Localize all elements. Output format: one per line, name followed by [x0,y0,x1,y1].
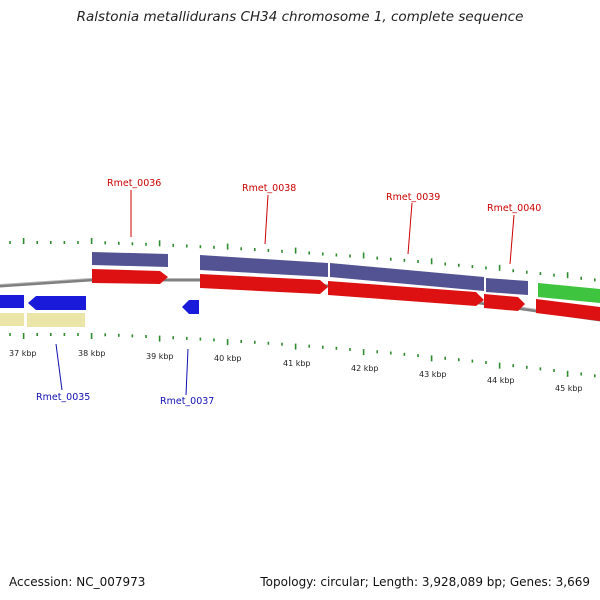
label-rmet-0037[interactable]: Rmet_0037 [160,396,214,407]
gene-forward-track [92,269,600,321]
label-rmet-0039[interactable]: Rmet_0039 [386,192,440,203]
gene-labels: Rmet_0036 Rmet_0038 Rmet_0039 Rmet_0040 … [36,178,541,407]
kbp-label: 39 kbp [146,352,174,361]
leader-line [264,194,269,245]
cds-forward-track [92,252,528,295]
kbp-label: 41 kbp [283,359,311,368]
leader-line [407,202,413,255]
accession-text: Accession: NC_007973 [9,575,146,589]
kbp-label: 38 kbp [78,349,106,358]
bottom-tick-track [9,333,596,378]
rna-gene-bar[interactable] [538,283,600,303]
gene-arrow-rmet-0039[interactable] [328,281,484,306]
cds-bar[interactable] [0,313,24,326]
kbp-label: 43 kbp [419,370,447,379]
gene-bar-offscreen[interactable] [536,299,600,321]
cds-reverse-track [0,313,85,327]
kbp-label: 42 kbp [351,364,379,373]
gene-arrow-rmet-0037[interactable] [182,300,199,314]
summary-text: Topology: circular; Length: 3,928,089 bp… [260,575,590,589]
gene-arrow-partial[interactable] [0,295,24,308]
gene-arrow-rmet-0040[interactable] [484,294,525,311]
label-rmet-0035[interactable]: Rmet_0035 [36,392,90,403]
leader-line [185,348,189,396]
cds-bar[interactable] [200,255,328,277]
leader-line [55,343,63,391]
label-rmet-0040[interactable]: Rmet_0040 [487,203,541,214]
cds-bar[interactable] [27,313,85,327]
top-tick-track [9,238,596,282]
gene-arrow-rmet-0035[interactable] [28,296,86,310]
cds-bar[interactable] [92,252,168,267]
cds-bar[interactable] [330,263,484,291]
kbp-label: 40 kbp [214,354,242,363]
gene-reverse-track [0,295,199,314]
cds-bar[interactable] [486,278,528,295]
map-title: Ralstonia metallidurans CH34 chromosome … [76,9,524,25]
label-rmet-0036[interactable]: Rmet_0036 [107,178,161,189]
kbp-label: 44 kbp [487,376,515,385]
leader-line [509,214,515,265]
kbp-label: 37 kbp [9,349,37,358]
gene-arrow-rmet-0036[interactable] [92,269,168,284]
kbp-label: 45 kbp [555,384,583,393]
gene-arrow-rmet-0038[interactable] [200,274,328,294]
label-rmet-0038[interactable]: Rmet_0038 [242,183,296,194]
kbp-scale: 37 kbp 38 kbp 39 kbp 40 kbp 41 kbp 42 kb… [9,349,583,393]
